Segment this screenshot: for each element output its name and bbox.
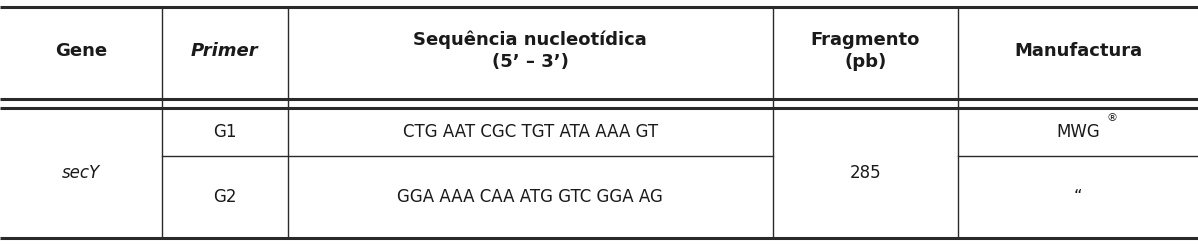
Text: CTG AAT CGC TGT ATA AAA GT: CTG AAT CGC TGT ATA AAA GT	[403, 123, 658, 141]
Text: GGA AAA CAA ATG GTC GGA AG: GGA AAA CAA ATG GTC GGA AG	[398, 188, 662, 206]
Text: Primer: Primer	[190, 42, 259, 60]
Text: G1: G1	[213, 123, 236, 141]
Text: Sequência nucleotídica
(5’ – 3’): Sequência nucleotídica (5’ – 3’)	[413, 30, 647, 71]
Text: 285: 285	[849, 164, 882, 182]
Text: “: “	[1073, 188, 1083, 206]
Text: Fragmento
(pb): Fragmento (pb)	[811, 31, 920, 71]
Text: secY: secY	[62, 164, 99, 182]
Text: Manufactura: Manufactura	[1015, 42, 1142, 60]
Text: Gene: Gene	[55, 42, 107, 60]
Text: MWG: MWG	[1057, 123, 1100, 141]
Text: ®: ®	[1106, 113, 1118, 123]
Text: G2: G2	[213, 188, 236, 206]
